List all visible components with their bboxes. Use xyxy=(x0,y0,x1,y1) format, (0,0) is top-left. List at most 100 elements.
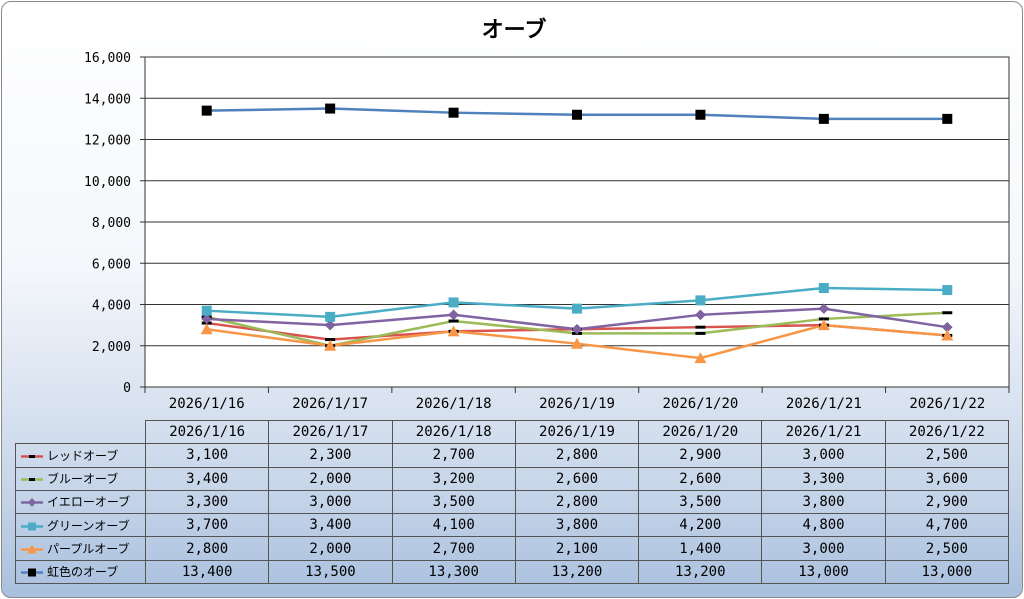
x-tick-label: 2026/1/22 xyxy=(909,396,985,412)
data-point xyxy=(695,295,706,306)
table-row: 虹色のオーブ 13,400 13,500 13,300 13,200 13,200 13,0… xyxy=(15,559,1010,585)
data-point xyxy=(941,329,954,341)
table-value-cell: 2,800 xyxy=(144,536,270,561)
table-value-cell: 3,100 xyxy=(144,443,270,468)
series-name: グリーンオーブ xyxy=(47,518,130,533)
data-point xyxy=(572,109,582,120)
data-point xyxy=(942,113,953,124)
chart-plot: 16,000 14,000 12,000 10,000 8,000 6,000 4,000 2… xyxy=(84,51,1010,412)
x-tick-label: 2026/1/16 xyxy=(169,396,245,412)
table-value-cell: 4,200 xyxy=(638,513,763,538)
data-point xyxy=(201,305,212,316)
table-value-cell: 3,000 xyxy=(268,489,393,515)
table-value-cell: 2,800 xyxy=(514,489,640,515)
data-point xyxy=(448,107,459,118)
table-value-cell: 4,800 xyxy=(761,513,886,538)
table-value-cell: 13,300 xyxy=(391,559,516,585)
x-tick-label: 2026/1/21 xyxy=(786,396,862,412)
data-point xyxy=(448,297,459,308)
legend-key xyxy=(21,498,43,508)
y-tick-label: 0 xyxy=(123,381,131,396)
table-value-cell: 3,300 xyxy=(144,489,270,515)
y-tick-label: 12,000 xyxy=(84,134,131,149)
table-value-cell: 2,700 xyxy=(391,536,516,561)
chart-title: オーブ xyxy=(481,18,547,43)
table-value-cell: 2,100 xyxy=(514,536,640,561)
y-tick-label: 14,000 xyxy=(84,92,131,107)
data-point xyxy=(695,309,706,321)
table-value-cell: 13,200 xyxy=(514,559,640,585)
y-tick-label: 8,000 xyxy=(92,216,131,231)
table-value-cell: 3,400 xyxy=(268,513,393,538)
x-tick-label: 2026/1/18 xyxy=(416,396,492,412)
legend-key xyxy=(21,522,43,531)
data-point xyxy=(572,303,582,314)
data-point xyxy=(694,352,707,364)
data-point xyxy=(695,109,706,120)
table-row: イエローオーブ 3,300 3,000 3,500 2,800 3,500 3,800 2,9… xyxy=(15,489,1010,515)
y-tick-label: 2,000 xyxy=(92,340,131,355)
table-value-cell: 3,000 xyxy=(761,536,886,561)
table-header-cell: 2026/1/17 xyxy=(268,419,393,445)
table-header-cell: 2026/1/20 xyxy=(638,419,763,445)
data-point xyxy=(571,337,583,349)
data-point xyxy=(818,113,829,124)
data-point xyxy=(818,303,830,314)
data-point xyxy=(448,319,459,323)
data-point xyxy=(201,105,212,116)
table-value-cell: 13,400 xyxy=(144,559,270,585)
table-value-cell: 3,200 xyxy=(391,466,516,491)
series-name: ブルーオーブ xyxy=(47,472,119,487)
series-name: パープルオーブ xyxy=(47,542,130,557)
table-value-cell: 2,900 xyxy=(638,443,763,468)
table-value-cell: 2,700 xyxy=(391,443,516,468)
table-header-cell: 2026/1/22 xyxy=(884,419,1010,445)
data-point xyxy=(818,283,829,293)
table-value-cell: 3,800 xyxy=(514,513,640,538)
table-value-cell: 3,600 xyxy=(884,466,1010,491)
table-header-cell: 2026/1/18 xyxy=(391,419,516,445)
legend-cell: 虹色のオーブ xyxy=(15,559,146,585)
y-tick-label: 16,000 xyxy=(84,51,131,66)
data-point xyxy=(200,323,213,335)
table-row: レッドオーブ 3,100 2,300 2,700 2,800 2,900 3,000 2,50… xyxy=(15,443,1010,468)
data-point xyxy=(448,309,459,321)
series-name: レッドオーブ xyxy=(47,448,119,463)
table-value-cell: 2,300 xyxy=(268,443,393,468)
legend-key xyxy=(21,568,43,577)
table-value-cell: 2,000 xyxy=(268,466,393,491)
y-tick-label: 10,000 xyxy=(84,175,131,190)
x-tick-label: 2026/1/19 xyxy=(539,396,615,412)
table-value-cell: 2,600 xyxy=(514,466,640,491)
table-value-cell: 1,400 xyxy=(638,536,763,561)
table-header-cell: 2026/1/16 xyxy=(144,419,270,445)
data-point xyxy=(324,339,337,351)
data-point xyxy=(942,285,953,296)
legend-key xyxy=(21,478,43,482)
table-header-cell: 2026/1/21 xyxy=(761,419,886,445)
data-point xyxy=(817,319,830,331)
table-value-cell: 2,500 xyxy=(884,536,1010,561)
table-row: ブルーオーブ 3,400 2,000 3,200 2,600 2,600 3,300 3,60… xyxy=(15,466,1010,491)
data-point xyxy=(324,319,336,331)
x-tick-label: 2026/1/17 xyxy=(292,396,368,412)
table-value-cell: 2,800 xyxy=(514,443,640,468)
table-value-cell: 13,200 xyxy=(638,559,763,585)
table-value-cell: 3,700 xyxy=(144,513,270,538)
data-point xyxy=(942,311,953,315)
data-point xyxy=(818,317,829,321)
data-point xyxy=(325,103,336,114)
table-value-cell: 3,500 xyxy=(391,489,516,515)
data-point xyxy=(325,338,336,342)
table-value-cell: 3,800 xyxy=(761,489,886,515)
legend-cell: ブルーオーブ xyxy=(15,466,146,491)
data-point xyxy=(695,331,706,335)
table-value-cell: 13,500 xyxy=(268,559,393,585)
table-value-cell: 2,500 xyxy=(884,443,1010,468)
table-value-cell: 4,100 xyxy=(391,513,516,538)
legend-cell: レッドオーブ xyxy=(15,443,146,468)
series-name: イエローオーブ xyxy=(47,495,131,510)
table-corner xyxy=(15,420,146,445)
data-point xyxy=(447,325,460,337)
table-value-cell: 2,000 xyxy=(268,536,393,561)
